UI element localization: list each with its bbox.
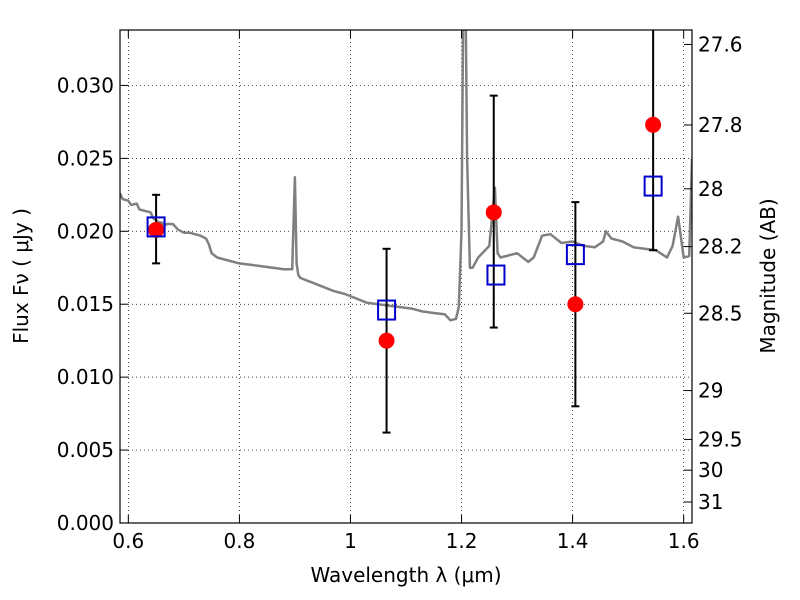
model-photometry-square: [565, 244, 585, 266]
observed-point: [485, 204, 502, 221]
x-tick-label: 1.6: [668, 529, 700, 553]
y-tick-label: 0.020: [57, 219, 114, 243]
model-photometry-square: [486, 264, 506, 286]
right-tick-label: 29: [698, 379, 723, 403]
observed-point: [645, 116, 662, 133]
right-tick-label: 27.8: [698, 113, 743, 137]
model-photometry-square: [377, 299, 397, 321]
grid: [120, 30, 692, 524]
model-photometry-square: [146, 216, 166, 238]
right-tick-label: 27.6: [698, 32, 743, 56]
right-tick-label: 30: [698, 458, 723, 482]
x-tick-label: 1.2: [446, 529, 478, 553]
y-axis-left: 0.000 0.005 0.010 0.015 0.020 0.025 0.030: [57, 73, 128, 535]
x-axis: 0.6 0.8 1 1.2 1.4 1.6: [112, 30, 700, 553]
y-tick-label: 0.010: [57, 365, 114, 389]
x-tick-label: 0.8: [223, 529, 255, 553]
y-axis-label: Flux Fν ( μJy ): [9, 208, 33, 344]
plot-area: [120, 30, 692, 434]
y-tick-label: 0.000: [57, 511, 114, 535]
observed-point: [378, 332, 395, 349]
y-axis-right-label: Magnitude (AB): [756, 198, 780, 353]
observed-point: [148, 221, 165, 238]
right-tick-label: 31: [698, 490, 723, 514]
observed-point: [567, 296, 584, 313]
right-tick-label: 28: [698, 177, 723, 201]
x-axis-label: Wavelength λ (μm): [310, 563, 501, 587]
right-tick-label: 29.5: [698, 427, 743, 451]
model-spectrum-line: [120, 30, 692, 322]
right-tick-label: 28.2: [698, 235, 743, 259]
y-tick-label: 0.030: [57, 73, 114, 97]
x-tick-label: 1: [344, 529, 357, 553]
x-tick-label: 0.6: [112, 529, 144, 553]
model-photometry-square: [643, 175, 663, 197]
right-tick-label: 28.5: [698, 301, 743, 325]
x-tick-label: 1.4: [557, 529, 589, 553]
plot-frame: [119, 29, 693, 524]
y-tick-label: 0.025: [57, 146, 114, 170]
y-axis-right: 27.6 27.8 28 28.2 28.5 29 29.5 30 31: [684, 32, 743, 514]
y-tick-label: 0.015: [57, 292, 114, 316]
y-tick-label: 0.005: [57, 438, 114, 462]
